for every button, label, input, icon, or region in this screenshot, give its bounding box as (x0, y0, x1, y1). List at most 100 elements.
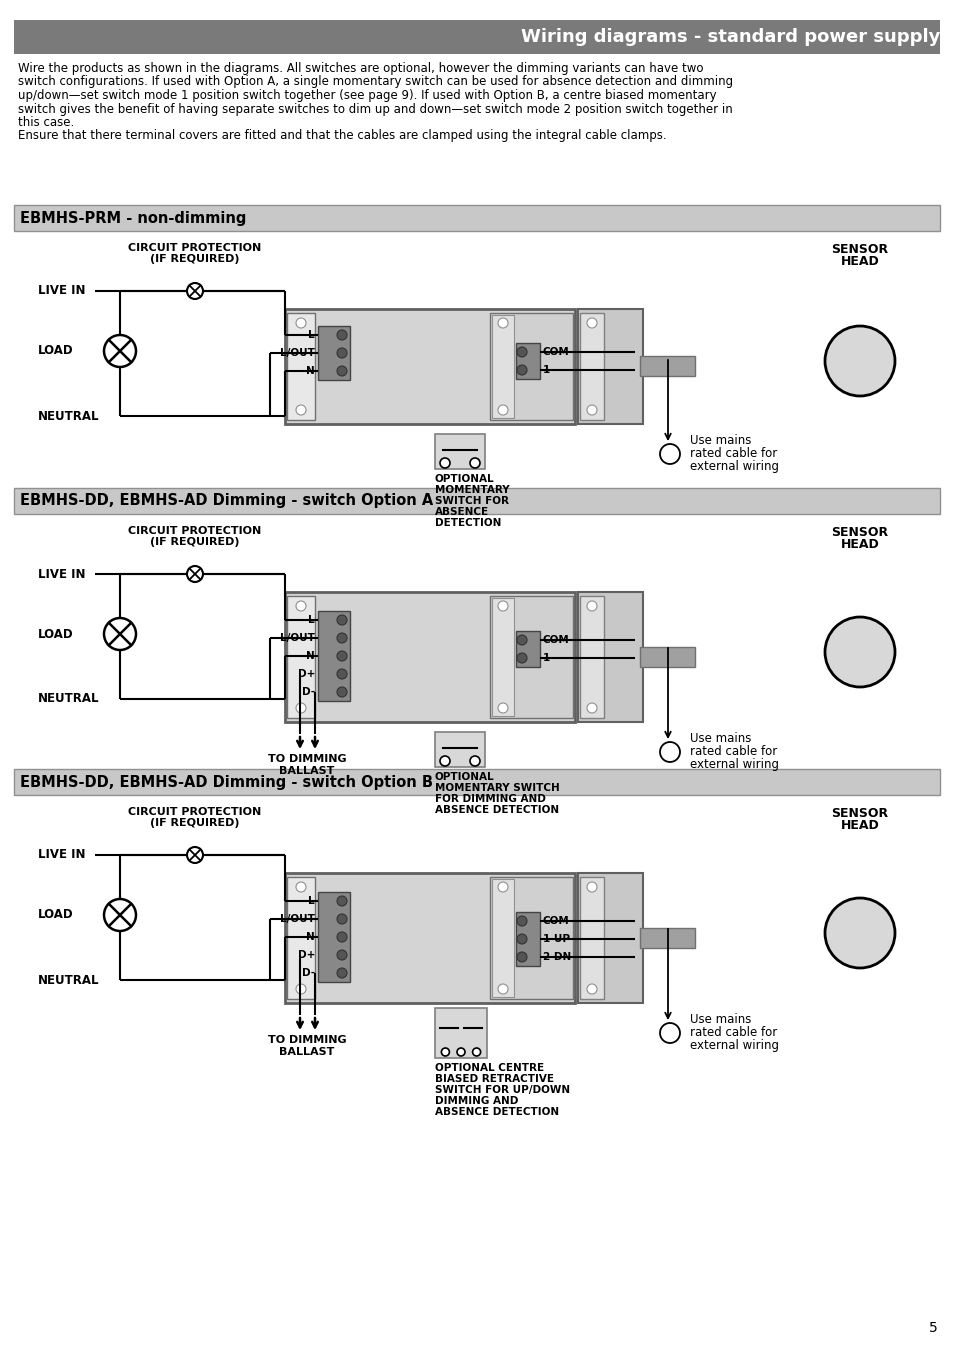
Bar (578, 593, 642, 722)
Text: this case.: this case. (18, 116, 74, 130)
Circle shape (336, 616, 347, 625)
Text: N: N (306, 651, 314, 661)
Circle shape (517, 934, 526, 944)
Circle shape (104, 899, 136, 931)
Bar (492, 315, 514, 418)
Text: L/OUT: L/OUT (280, 633, 314, 643)
Text: L: L (308, 896, 314, 906)
Circle shape (586, 319, 597, 328)
Text: D-: D- (301, 687, 314, 697)
Circle shape (336, 633, 347, 643)
Bar (287, 878, 314, 999)
Circle shape (497, 984, 507, 994)
Text: EBMHS-PRM - non-dimming: EBMHS-PRM - non-dimming (20, 211, 246, 225)
Circle shape (472, 1048, 480, 1056)
Bar (490, 595, 573, 718)
Text: HEAD: HEAD (840, 255, 879, 269)
Text: LIVE IN: LIVE IN (38, 567, 86, 580)
Circle shape (497, 882, 507, 892)
Circle shape (104, 335, 136, 367)
Bar (492, 879, 514, 998)
Bar (14, 487, 939, 514)
Text: 2 DN: 2 DN (542, 952, 571, 963)
Circle shape (517, 952, 526, 963)
Text: 1 UP: 1 UP (542, 934, 569, 944)
Circle shape (104, 618, 136, 649)
Text: TO DIMMING: TO DIMMING (268, 1035, 346, 1045)
Text: Use mains: Use mains (689, 732, 751, 745)
Text: BALLAST: BALLAST (279, 1048, 335, 1057)
Circle shape (441, 1048, 449, 1056)
Bar (285, 873, 575, 1003)
Circle shape (336, 931, 347, 942)
Circle shape (456, 1048, 464, 1056)
Circle shape (586, 703, 597, 713)
Circle shape (336, 914, 347, 923)
Bar (516, 343, 539, 379)
Text: LIVE IN: LIVE IN (38, 285, 86, 297)
Circle shape (517, 364, 526, 375)
Bar (317, 612, 350, 701)
Text: EBMHS-DD, EBMHS-AD Dimming - switch Option B: EBMHS-DD, EBMHS-AD Dimming - switch Opti… (20, 775, 433, 790)
Text: HEAD: HEAD (840, 819, 879, 832)
Text: D-: D- (301, 968, 314, 977)
Bar (285, 593, 575, 722)
Bar (435, 433, 484, 468)
Text: OPTIONAL: OPTIONAL (435, 474, 494, 485)
Text: 1: 1 (542, 653, 550, 663)
Text: DETECTION: DETECTION (435, 518, 501, 528)
Text: 5: 5 (928, 1322, 937, 1335)
Circle shape (470, 756, 479, 765)
Text: rated cable for: rated cable for (689, 447, 777, 460)
Text: N: N (306, 931, 314, 942)
Bar (516, 913, 539, 967)
Text: SENSOR: SENSOR (831, 243, 887, 256)
Bar (579, 595, 603, 718)
Circle shape (497, 319, 507, 328)
Text: BIASED RETRACTIVE: BIASED RETRACTIVE (435, 1075, 554, 1084)
Circle shape (336, 329, 347, 340)
Bar (639, 927, 695, 948)
Text: DIMMING AND: DIMMING AND (435, 1096, 517, 1106)
Text: (IF REQUIRED): (IF REQUIRED) (150, 537, 239, 547)
Bar (14, 205, 939, 231)
Circle shape (295, 319, 306, 328)
Text: switch configurations. If used with Option A, a single momentary switch can be u: switch configurations. If used with Opti… (18, 76, 732, 89)
Text: MOMENTARY SWITCH: MOMENTARY SWITCH (435, 783, 559, 792)
Text: SENSOR: SENSOR (831, 526, 887, 539)
Bar (287, 595, 314, 718)
Circle shape (659, 444, 679, 464)
Circle shape (187, 566, 203, 582)
Bar (579, 313, 603, 420)
Circle shape (586, 882, 597, 892)
Text: ABSENCE: ABSENCE (435, 508, 489, 517)
Circle shape (659, 743, 679, 761)
Bar (317, 325, 350, 379)
Text: N: N (306, 366, 314, 377)
Bar (578, 309, 642, 424)
Text: Wire the products as shown in the diagrams. All switches are optional, however t: Wire the products as shown in the diagra… (18, 62, 702, 76)
Bar (14, 20, 939, 54)
Text: NEUTRAL: NEUTRAL (38, 409, 99, 423)
Circle shape (586, 984, 597, 994)
Circle shape (187, 284, 203, 298)
Text: (IF REQUIRED): (IF REQUIRED) (150, 254, 239, 265)
Text: (IF REQUIRED): (IF REQUIRED) (150, 818, 239, 828)
Text: external wiring: external wiring (689, 460, 779, 472)
Circle shape (336, 651, 347, 661)
Text: COM: COM (542, 634, 569, 645)
Circle shape (497, 405, 507, 414)
Text: L/OUT: L/OUT (280, 348, 314, 358)
Bar (317, 892, 350, 981)
Text: CIRCUIT PROTECTION: CIRCUIT PROTECTION (129, 526, 261, 536)
Bar (287, 313, 314, 420)
Circle shape (586, 405, 597, 414)
Circle shape (336, 366, 347, 377)
Circle shape (824, 325, 894, 396)
Circle shape (586, 601, 597, 612)
Circle shape (295, 882, 306, 892)
Text: NEUTRAL: NEUTRAL (38, 693, 99, 706)
Circle shape (187, 846, 203, 863)
Bar (435, 732, 484, 767)
Circle shape (295, 984, 306, 994)
